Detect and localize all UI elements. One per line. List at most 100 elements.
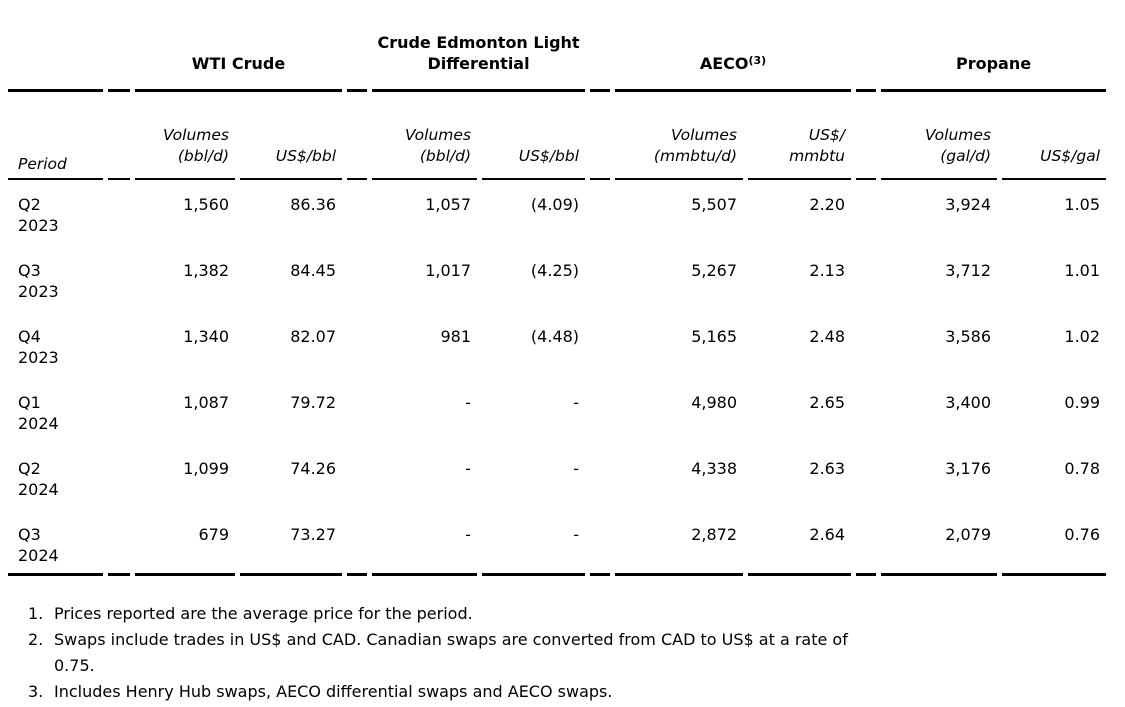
cell-wti-price: 73.27 xyxy=(240,510,343,576)
subheader-edmonton-price: US$/bbl xyxy=(482,92,586,180)
cell-edmonton-volume: - xyxy=(465,393,472,412)
period-column-header: Period xyxy=(8,92,103,180)
cell-propane-price: 0.76 xyxy=(1002,510,1107,576)
column-spacer xyxy=(347,10,368,92)
column-spacer xyxy=(347,510,368,576)
column-spacer xyxy=(347,92,368,180)
column-spacer xyxy=(347,246,367,312)
footnote: 1. Prices reported are the average price… xyxy=(28,601,1115,627)
column-spacer xyxy=(108,92,130,180)
cell-wti-price: 79.72 xyxy=(290,393,337,412)
cell-edmonton-price: - xyxy=(482,510,586,576)
column-spacer xyxy=(856,312,876,378)
footnote-number: 1. xyxy=(28,604,44,623)
column-spacer xyxy=(590,10,611,92)
column-spacer xyxy=(590,510,611,576)
subheader-propane-price: US$/gal xyxy=(1002,92,1107,180)
column-spacer xyxy=(856,92,877,180)
footnote-text: Swaps include trades in US$ and CAD. Can… xyxy=(54,630,848,675)
cell-propane-volume: 3,176 xyxy=(945,459,992,478)
cell-propane-price: 0.99 xyxy=(1064,393,1101,412)
cell-edmonton-price: (4.09) xyxy=(530,195,580,214)
cell-aeco-price: 2.13 xyxy=(809,261,846,280)
column-spacer xyxy=(347,312,367,378)
col-group-label: AECO xyxy=(699,54,749,73)
table-row-q2-2023: Q2 2023 1,560 86.36 1,057 (4.09) 5,507 2.… xyxy=(8,180,1106,246)
cell-wti-price: 86.36 xyxy=(290,195,337,214)
column-spacer xyxy=(590,180,610,246)
cell-aeco-volume: 5,165 xyxy=(691,327,738,346)
column-spacer xyxy=(856,510,877,576)
column-spacer xyxy=(856,180,876,246)
cell-wti-volume: 1,382 xyxy=(183,261,229,280)
column-spacer xyxy=(347,378,367,444)
cell-edmonton-volume: 1,057 xyxy=(425,195,472,214)
cell-edmonton-volume: 981 xyxy=(440,327,472,346)
footnote-number: 3. xyxy=(28,682,44,701)
cell-edmonton-volume: - xyxy=(465,459,472,478)
cell-wti-volume: 1,087 xyxy=(183,393,229,412)
cell-edmonton-price: (4.25) xyxy=(530,261,580,280)
column-spacer xyxy=(108,246,130,312)
cell-aeco-volume: 4,338 xyxy=(691,459,738,478)
footnote: 3. Includes Henry Hub swaps, AECO differ… xyxy=(28,679,1115,705)
column-spacer xyxy=(108,510,130,576)
cell-aeco-price: 2.20 xyxy=(809,195,846,214)
footnote-number: 2. xyxy=(28,630,44,649)
cell-period: Q1 2024 xyxy=(18,393,59,433)
table-row-q3-2024: Q3 2024 679 73.27 - - 2,872 2.64 2,079 0.… xyxy=(8,510,1107,576)
cell-period: Q3 2024 xyxy=(8,510,103,576)
cell-propane-volume: 2,079 xyxy=(881,510,998,576)
col-group-label: Crude Edmonton Light Differential xyxy=(377,33,580,73)
col-group-propane: Propane xyxy=(881,10,1107,92)
col-group-label: WTI Crude xyxy=(191,54,286,73)
column-spacer xyxy=(108,444,130,510)
cell-wti-price: 84.45 xyxy=(290,261,337,280)
cell-edmonton-price: - xyxy=(573,459,580,478)
column-spacer xyxy=(108,312,130,378)
subheader-aeco-price: US$/mmbtu xyxy=(748,92,852,180)
col-group-label: Propane xyxy=(955,54,1032,73)
table-row-q2-2024: Q2 2024 1,099 74.26 - - 4,338 2.63 3,176 … xyxy=(8,444,1106,510)
cell-edmonton-volume: - xyxy=(372,510,478,576)
cell-period: Q2 2024 xyxy=(18,459,59,499)
footnote-reference-3: (3) xyxy=(748,54,767,67)
cell-aeco-price: 2.65 xyxy=(809,393,846,412)
cell-period: Q3 2023 xyxy=(18,261,59,301)
cell-wti-volume: 1,560 xyxy=(183,195,229,214)
subheader-edmonton-volumes: Volumes (bbl/d) xyxy=(372,92,478,180)
column-group-header-row: WTI Crude Crude Edmonton Light Different… xyxy=(8,10,1107,92)
cell-edmonton-volume: 1,017 xyxy=(425,261,472,280)
column-subheader-row: Period Volumes (bbl/d) US$/bbl Volumes (bb… xyxy=(8,92,1107,180)
cell-propane-price: 0.78 xyxy=(1064,459,1101,478)
column-spacer xyxy=(590,246,610,312)
cell-propane-volume: 3,712 xyxy=(945,261,992,280)
table-row-q1-2024: Q1 2024 1,087 79.72 - - 4,980 2.65 3,400 … xyxy=(8,378,1106,444)
column-spacer xyxy=(108,10,130,92)
footnote-text: Prices reported are the average price fo… xyxy=(54,604,473,623)
cell-propane-price: 1.02 xyxy=(1064,327,1101,346)
column-spacer xyxy=(108,378,130,444)
subheader-wti-volumes: Volumes (bbl/d) xyxy=(135,92,235,180)
column-spacer xyxy=(856,246,876,312)
table-row-q4-2023: Q4 2023 1,340 82.07 981 (4.48) 5,165 2.48… xyxy=(8,312,1106,378)
cell-wti-price: 74.26 xyxy=(290,459,337,478)
cell-aeco-price: 2.64 xyxy=(748,510,852,576)
cell-edmonton-price: (4.48) xyxy=(530,327,580,346)
cell-period: Q4 2023 xyxy=(18,327,59,367)
column-spacer xyxy=(108,180,130,246)
subheader-aeco-volumes: Volumes (mmbtu/d) xyxy=(615,92,744,180)
column-spacer xyxy=(590,92,611,180)
footnote-text: Includes Henry Hub swaps, AECO different… xyxy=(54,682,613,701)
column-spacer xyxy=(856,10,877,92)
cell-aeco-price: 2.63 xyxy=(809,459,846,478)
cell-wti-price: 82.07 xyxy=(290,327,337,346)
column-spacer xyxy=(856,378,876,444)
col-group-wti-crude: WTI Crude xyxy=(135,10,343,92)
cell-wti-volume: 679 xyxy=(135,510,235,576)
subheader-wti-price: US$/bbl xyxy=(240,92,343,180)
footnotes-section: 1. Prices reported are the average price… xyxy=(28,601,1115,705)
column-spacer xyxy=(590,444,610,510)
column-spacer xyxy=(590,378,610,444)
